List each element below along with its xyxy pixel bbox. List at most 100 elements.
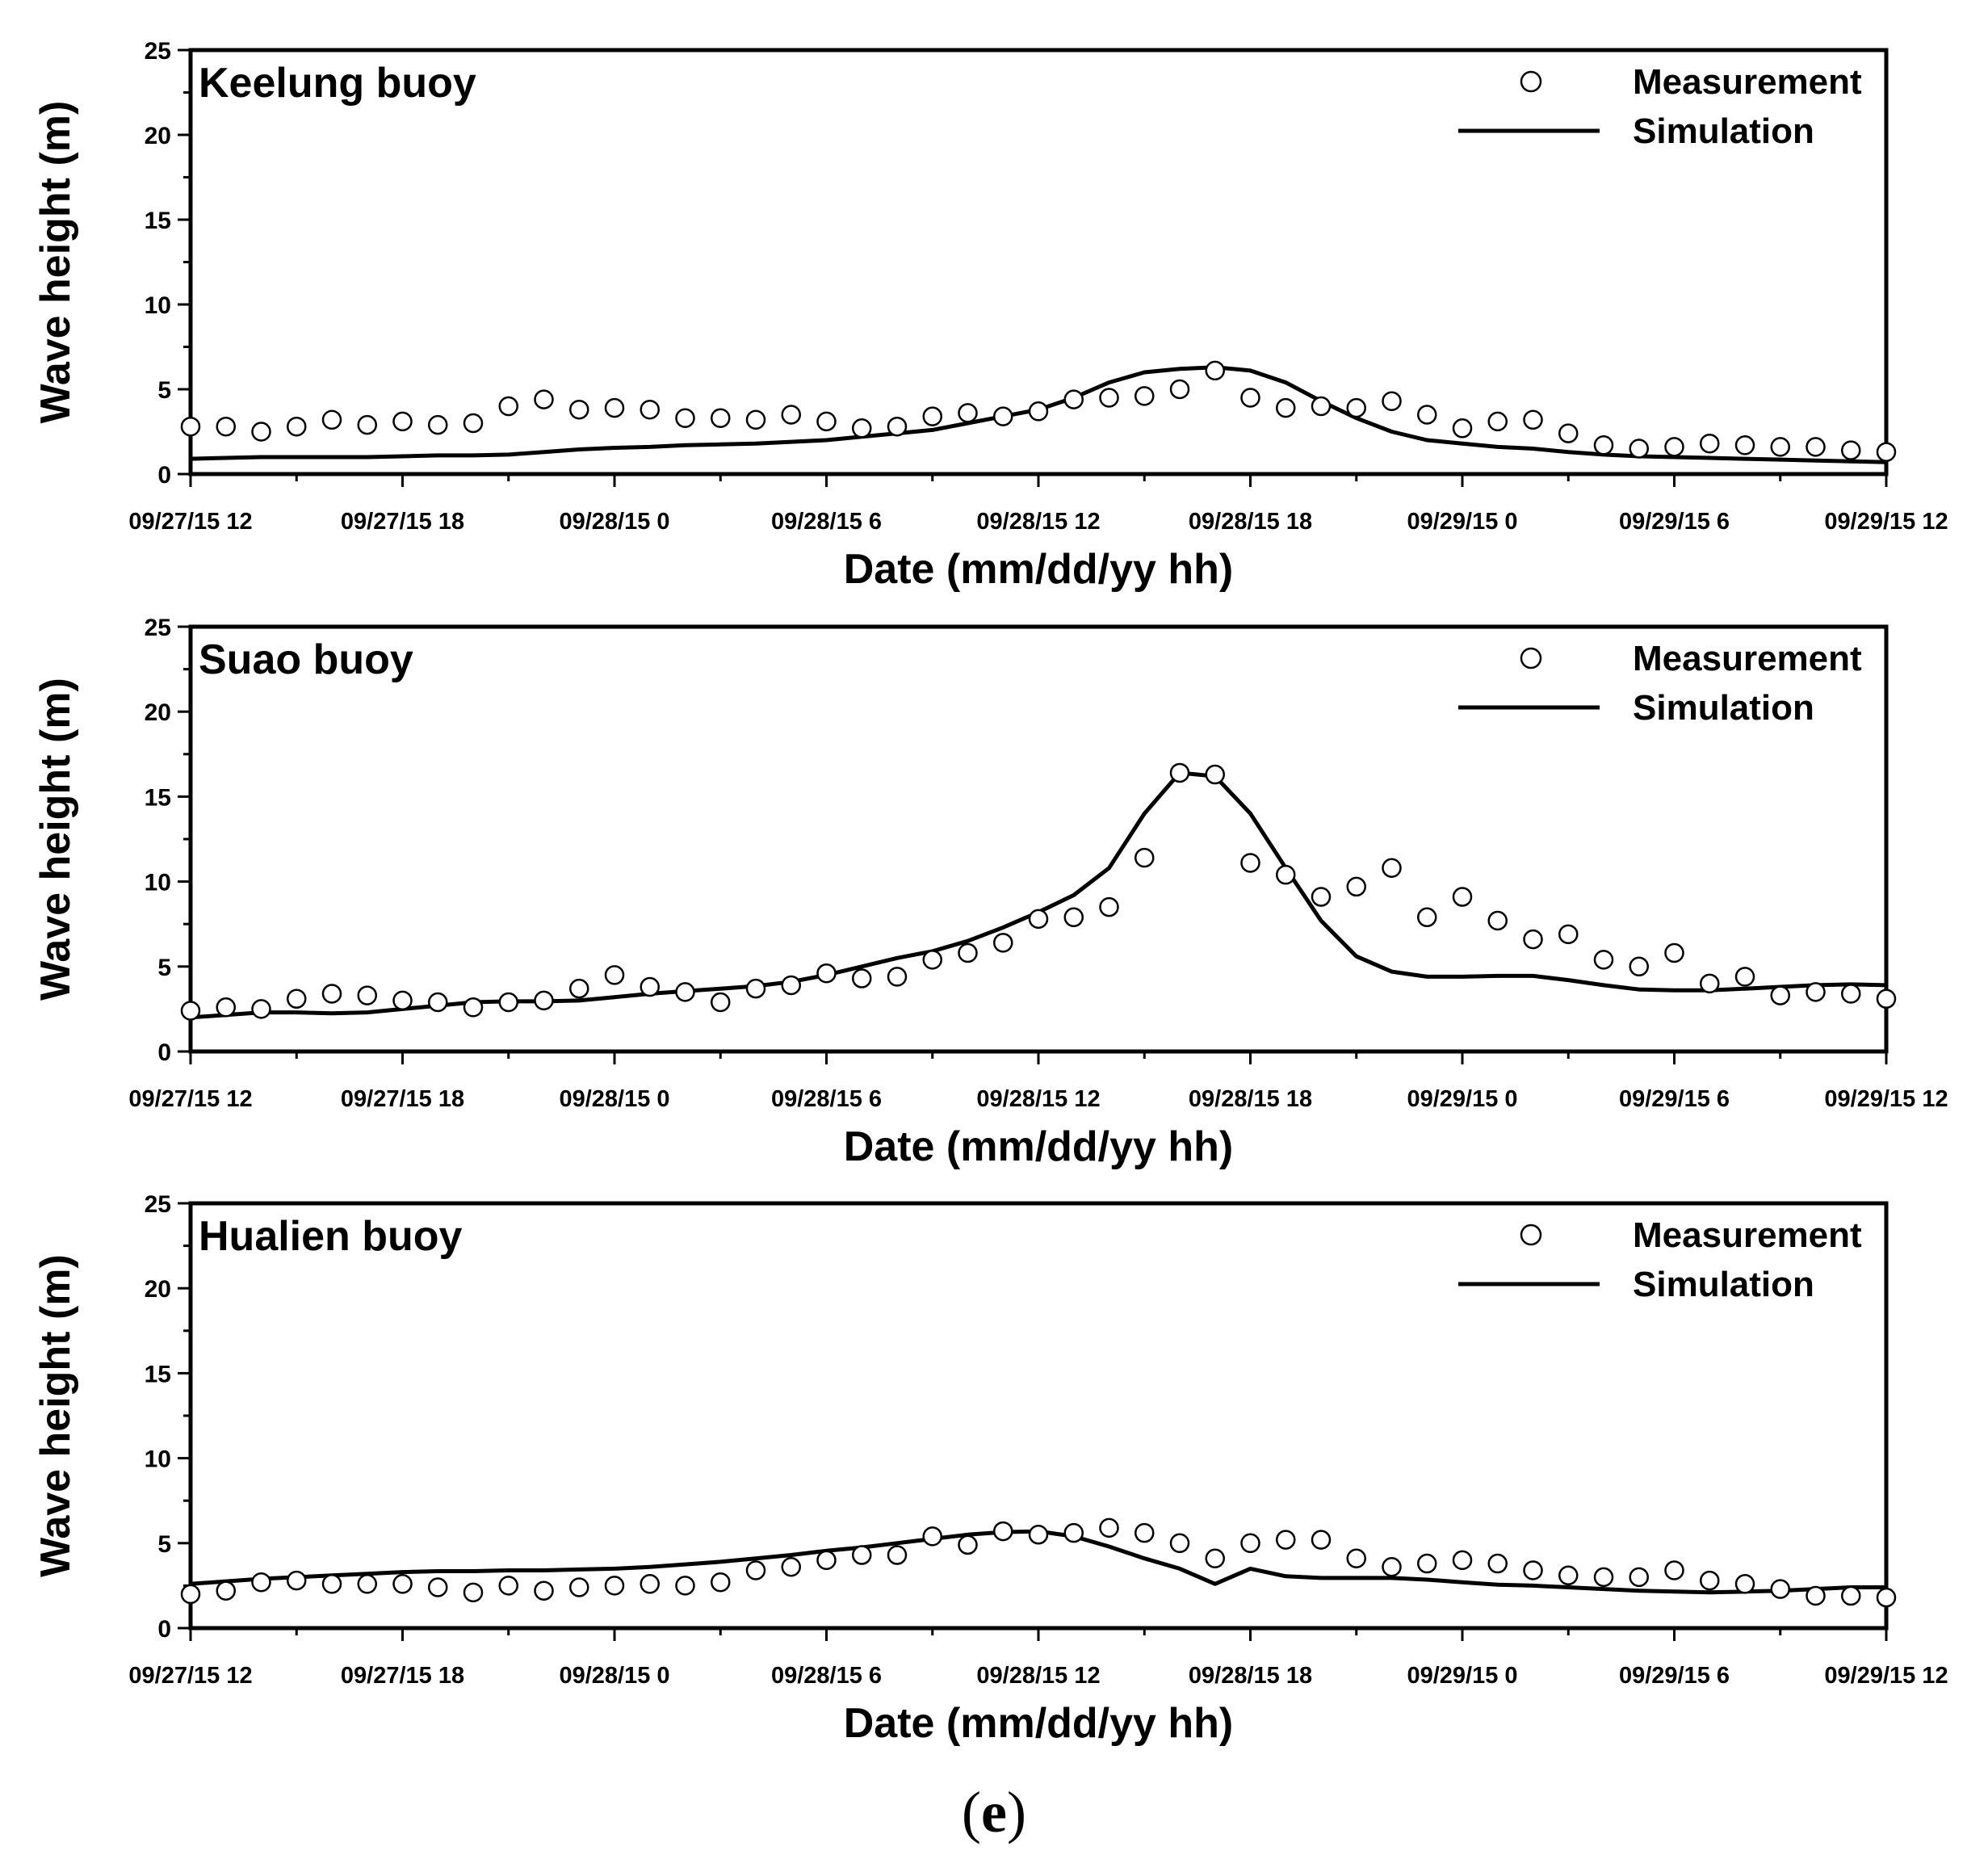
y-tick-label: 0 (157, 462, 171, 489)
data-point-measurement (711, 992, 731, 1013)
y-tick-label: 25 (145, 615, 171, 641)
data-point-measurement (357, 414, 377, 435)
data-point-measurement (922, 950, 942, 970)
x-tick-label: 09/27/15 12 (128, 1663, 252, 1689)
y-tick-label: 15 (145, 784, 171, 811)
data-point-measurement (216, 416, 236, 437)
data-point-measurement (1205, 764, 1225, 785)
data-point-measurement (1240, 388, 1260, 408)
data-point-measurement (958, 1534, 978, 1555)
data-point-measurement (1205, 360, 1225, 381)
data-point-measurement (498, 396, 518, 417)
y-tick-label: 5 (157, 955, 171, 981)
x-tick-label: 09/28/15 18 (1189, 509, 1312, 535)
data-point-measurement (675, 982, 695, 1002)
data-point-measurement (287, 416, 307, 437)
data-point-measurement (1452, 1550, 1473, 1571)
data-point-measurement (604, 397, 625, 418)
data-point-measurement (463, 413, 484, 434)
data-point-measurement (1382, 391, 1402, 411)
data-point-measurement (781, 975, 801, 996)
legend-marker-measurement (1520, 647, 1542, 669)
data-point-measurement (1135, 847, 1155, 868)
y-tick-label: 0 (157, 1616, 171, 1643)
data-point-measurement (1593, 435, 1614, 455)
data-point-measurement (816, 1550, 837, 1571)
y-tick-label: 10 (145, 1446, 171, 1473)
y-tick-label: 20 (145, 699, 171, 726)
data-point-measurement (1311, 887, 1332, 907)
data-point-measurement (428, 1577, 448, 1597)
data-point-measurement (958, 403, 978, 423)
data-point-measurement (887, 967, 908, 987)
y-axis-title: Wave height (m) (32, 101, 79, 424)
data-point-measurement (321, 984, 342, 1004)
data-point-measurement (993, 1521, 1013, 1542)
data-point-measurement (640, 399, 660, 420)
data-point-measurement (1099, 1517, 1119, 1538)
data-point-measurement (958, 942, 978, 963)
panel-2: 0 5 10 15 20 25 09/27/15 12 09/27/15 18 09/28/15… (32, 615, 1948, 1170)
y-tick-label: 5 (157, 1531, 171, 1558)
data-point-measurement (1629, 1567, 1649, 1588)
caption-letter: e (981, 1780, 1007, 1845)
data-point-measurement (1099, 388, 1119, 408)
data-point-measurement (428, 992, 448, 1013)
x-tick-label: 09/29/15 12 (1824, 1663, 1948, 1689)
x-tick-label: 09/27/15 18 (341, 1663, 464, 1689)
panel-title: Suao buoy (199, 636, 413, 683)
data-point-measurement (1382, 1557, 1402, 1577)
x-tick-label: 09/28/15 6 (771, 1086, 882, 1112)
data-point-measurement (321, 1574, 342, 1594)
data-point-measurement (1593, 1567, 1614, 1588)
data-point-measurement (534, 389, 554, 409)
data-point-measurement (604, 1576, 625, 1596)
legend-label: Simulation (1633, 1265, 1814, 1304)
data-point-measurement (711, 1572, 731, 1593)
data-point-measurement (498, 992, 518, 1013)
data-point-measurement (1346, 876, 1366, 897)
data-point-measurement (1487, 1553, 1508, 1574)
data-point-measurement (1841, 440, 1861, 460)
figure-caption: (e) (962, 1780, 1026, 1845)
x-tick-label: 09/29/15 0 (1407, 509, 1517, 535)
data-point-measurement (816, 963, 837, 984)
data-point-measurement (1487, 910, 1508, 931)
panel-title: Keelung buoy (199, 60, 476, 107)
data-point-measurement (745, 409, 766, 430)
data-point-measurement (1876, 988, 1897, 1009)
data-point-measurement (392, 1574, 413, 1594)
data-point-measurement (1770, 985, 1790, 1005)
data-point-measurement (180, 1584, 201, 1605)
data-point-measurement (1876, 1587, 1897, 1608)
x-tick-label: 09/29/15 0 (1407, 1086, 1517, 1112)
data-point-measurement (1841, 1585, 1861, 1606)
y-tick-label: 10 (145, 292, 171, 319)
data-point-measurement (1417, 907, 1437, 928)
y-tick-label: 15 (145, 1361, 171, 1387)
panel-3: 0 5 10 15 20 25 09/27/15 12 09/27/15 18 09/28/15… (32, 1191, 1948, 1747)
data-point-measurement (1028, 909, 1049, 930)
y-axis-title: Wave height (m) (32, 1254, 79, 1577)
x-tick-label: 09/28/15 6 (771, 509, 882, 535)
data-point-measurement (781, 405, 801, 425)
data-point-measurement (1876, 442, 1897, 462)
data-point-measurement (1240, 1533, 1260, 1554)
data-point-measurement (428, 414, 448, 435)
data-point-measurement (1169, 1533, 1190, 1554)
data-point-measurement (1382, 858, 1402, 879)
data-point-measurement (1734, 435, 1755, 455)
data-point-measurement (180, 1001, 201, 1021)
x-axis-title: Date (mm/dd/yy hh) (844, 1700, 1234, 1747)
x-tick-label: 09/28/15 0 (559, 1663, 669, 1689)
data-point-measurement (1452, 418, 1473, 439)
legend-label: Simulation (1633, 688, 1814, 728)
data-point-measurement (463, 1582, 484, 1603)
data-point-measurement (1205, 1548, 1225, 1568)
data-point-measurement (711, 408, 731, 428)
data-point-measurement (1276, 864, 1296, 885)
x-tick-label: 09/29/15 12 (1824, 1086, 1948, 1112)
data-point-measurement (1417, 405, 1437, 425)
x-tick-label: 09/29/15 6 (1619, 1663, 1730, 1689)
